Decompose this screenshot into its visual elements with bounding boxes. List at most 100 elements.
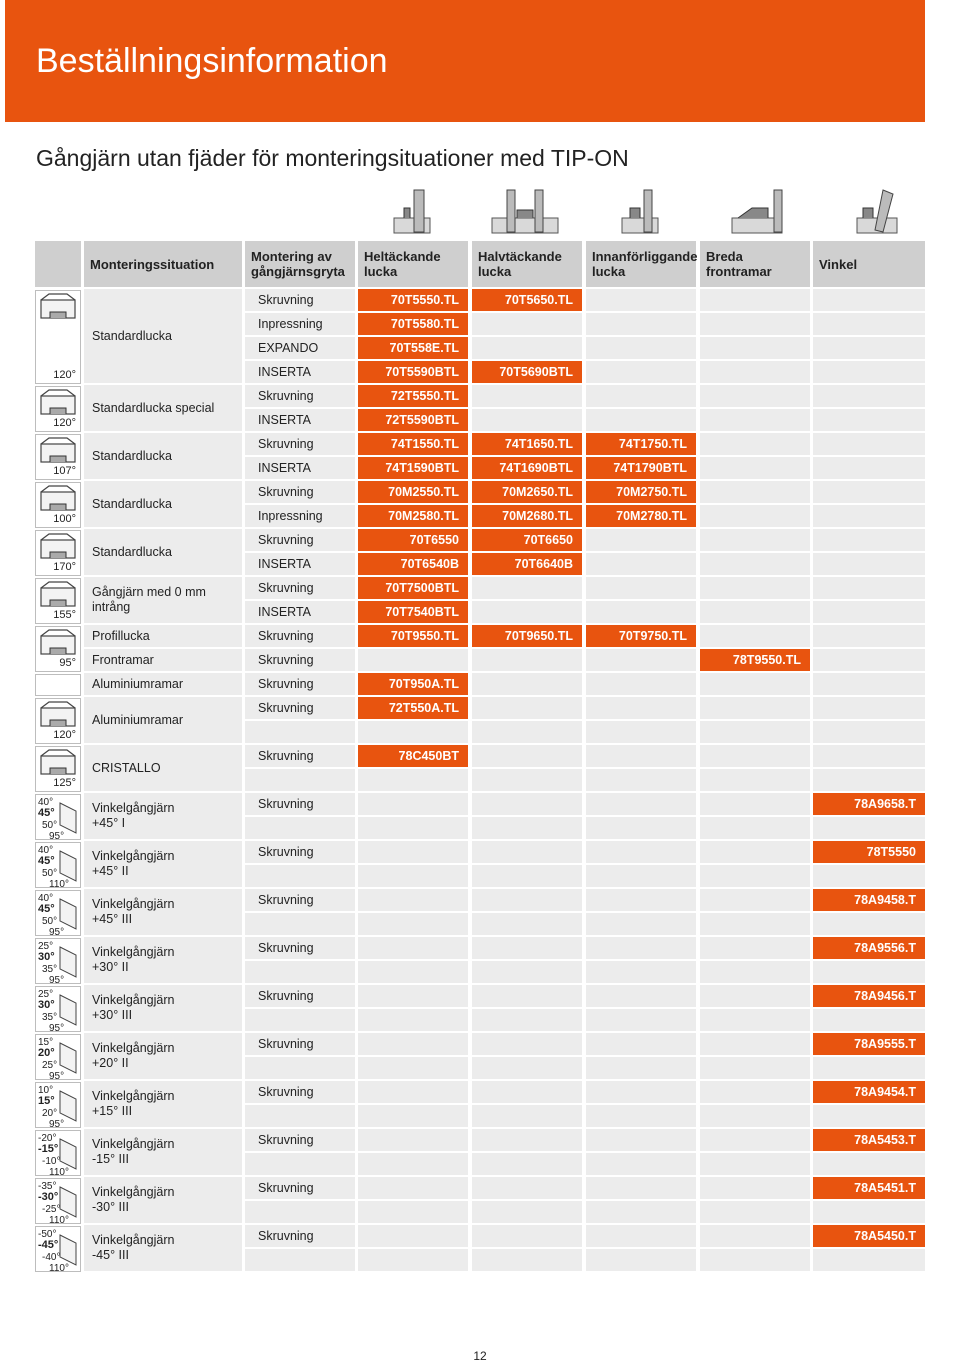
overlay-door-icon (393, 189, 431, 234)
mounting-cell (245, 337, 355, 359)
angle-value-label: 40° (38, 893, 54, 904)
empty-cell (586, 1249, 696, 1271)
empty-cell (586, 289, 696, 311)
empty-cell (358, 1201, 468, 1223)
empty-cell (700, 1177, 810, 1199)
empty-cell (813, 697, 925, 719)
mounting-angle-cell: 100° (35, 482, 81, 528)
empty-cell (700, 913, 810, 935)
empty-cell (472, 841, 582, 863)
empty-cell (813, 601, 925, 623)
mounting-cell (245, 289, 355, 311)
situation-cell (84, 1129, 242, 1175)
article-number: 70T5590BTL (358, 361, 468, 383)
empty-cell (813, 289, 925, 311)
empty-cell (813, 817, 925, 839)
empty-cell (358, 649, 468, 671)
article-number: 78C450BT (358, 745, 468, 767)
mounting-angle-cell: 125° (35, 746, 81, 792)
empty-cell (813, 409, 925, 431)
article-number: 70T9550.TL (358, 625, 468, 647)
empty-cell (472, 1177, 582, 1199)
header-half-overlay: Halvtäckande lucka (472, 241, 582, 287)
mounting-angle-cell: 25° 30° 35° 95° (35, 986, 81, 1034)
empty-cell (358, 937, 468, 959)
empty-cell (813, 673, 925, 695)
article-number: 78A9454.T (813, 1081, 925, 1103)
mounting-label: Skruvning (258, 1085, 314, 1099)
header-full-overlay: Heltäckande lucka (358, 241, 468, 287)
header-inset: Innanförliggande lucka (586, 241, 697, 287)
angle-value-label: 95° (49, 1071, 65, 1082)
empty-cell (472, 1201, 582, 1223)
empty-cell (700, 1105, 810, 1127)
situation-cell (84, 1225, 242, 1271)
empty-cell (472, 601, 582, 623)
header-situation: Monteringssituation (84, 241, 242, 287)
empty-cell (700, 865, 810, 887)
article-number: 74T1650.TL (472, 433, 582, 455)
empty-cell (700, 961, 810, 983)
situation-cell (84, 793, 242, 839)
mounting-cell (245, 601, 355, 623)
hinge-diagram-icon (40, 533, 76, 559)
opening-angle-label: 120° (53, 417, 76, 429)
mounting-cell (245, 553, 355, 575)
mounting-cell (245, 529, 355, 551)
empty-cell (700, 673, 810, 695)
situation-label: Gångjärn med 0 mm intrång (92, 585, 206, 614)
empty-cell (358, 865, 468, 887)
empty-cell (586, 337, 696, 359)
angle-value-label: 25° (38, 941, 54, 952)
mounting-label: INSERTA (258, 365, 312, 379)
mounting-label: Skruvning (258, 797, 314, 811)
empty-cell (700, 289, 810, 311)
empty-cell (700, 505, 810, 527)
article-number: 70T5650.TL (472, 289, 582, 311)
angle-value-label: 95° (49, 831, 65, 842)
article-number: 78T5550 (813, 841, 925, 863)
empty-cell (472, 1033, 582, 1055)
article-number: 70T6540B (358, 553, 468, 575)
empty-cell (813, 769, 925, 791)
situation-label: Standardlucka (92, 497, 172, 511)
empty-cell (472, 745, 582, 767)
empty-cell (700, 553, 810, 575)
hinge-diagram-icon (40, 701, 76, 727)
empty-cell (586, 697, 696, 719)
situation-label: Vinkelgångjärn (92, 1089, 175, 1103)
situation-cell (84, 649, 242, 671)
angle-hinge-diagram-icon (59, 1138, 77, 1170)
empty-cell (472, 409, 582, 431)
situation-label: Vinkelgångjärn (92, 945, 175, 959)
empty-cell (358, 1081, 468, 1103)
angle-value-label: 45° (38, 855, 55, 867)
article-number: 70T5580.TL (358, 313, 468, 335)
mounting-cell (245, 1009, 355, 1031)
mounting-cell (245, 865, 355, 887)
situation-cell (84, 481, 242, 527)
empty-cell (813, 553, 925, 575)
situation-cell (84, 1033, 242, 1079)
empty-cell (700, 769, 810, 791)
empty-cell (358, 1225, 468, 1247)
article-number: 74T1590BTL (358, 457, 468, 479)
situation-label: Vinkelgångjärn (92, 1185, 175, 1199)
empty-cell (472, 1153, 582, 1175)
situation-cell (84, 841, 242, 887)
mounting-cell (245, 1033, 355, 1055)
empty-cell (586, 1201, 696, 1223)
mounting-label: Skruvning (258, 437, 314, 451)
mounting-label: Skruvning (258, 701, 314, 715)
mounting-cell (245, 793, 355, 815)
mounting-angle-cell: 120° (35, 698, 81, 744)
mounting-cell (245, 409, 355, 431)
mounting-cell (245, 889, 355, 911)
empty-cell (700, 385, 810, 407)
angle-value-label: 45° (38, 903, 55, 915)
article-number: 78A9658.T (813, 793, 925, 815)
empty-cell (358, 1129, 468, 1151)
empty-cell (700, 1081, 810, 1103)
empty-cell (472, 865, 582, 887)
situation-sublabel: -15° III (92, 1152, 129, 1166)
